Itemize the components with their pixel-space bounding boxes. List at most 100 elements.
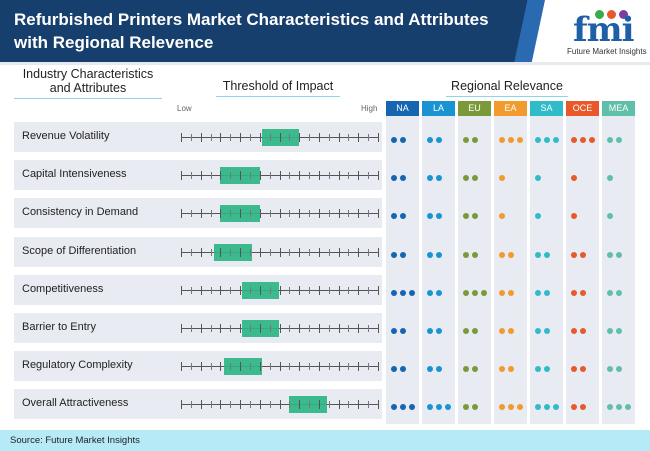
relevance-cell [602,130,635,144]
region-header: MEA [602,101,635,116]
footer: Source: Future Market Insights [0,430,650,451]
attributes-header-underline [14,98,162,99]
scale-tick [190,401,192,409]
scale-tick [249,134,251,141]
scale-tick [338,400,340,410]
relevance-cell [422,397,455,411]
relevance-dot [400,251,406,258]
region-column-eu: EU [458,101,491,424]
scale-tick [269,286,271,294]
logo-mark: fmi [573,10,635,50]
impact-bar [289,396,327,414]
scale-tick [230,172,232,180]
scale-tick [190,134,192,141]
impact-scale [181,389,379,419]
relevance-dot [400,328,406,334]
scale-tick [299,171,301,181]
scale-tick [190,286,192,294]
scale-tick [259,247,261,257]
relevance-cell [494,397,527,411]
scale-tick [368,363,370,371]
scale-tick [220,285,222,295]
attribute-label: Overall Attractiveness [22,397,129,410]
relevance-dot [472,175,478,182]
relevance-dot [472,213,478,220]
scale-tick [279,324,281,333]
region-column-la: LA [422,101,455,424]
relevance-dot [508,404,514,411]
relevance-dot [400,137,406,143]
relevance-dot [463,175,469,182]
scale-tick [240,400,242,410]
scale-tick [378,247,379,257]
scale-tick [368,134,370,141]
relevance-dot [616,137,622,143]
relevance-dot [400,213,406,220]
attribute-row: Consistency in Demand [14,198,382,229]
scale-tick [378,133,379,142]
relevance-dot [436,213,442,220]
scale-tick [299,362,301,372]
relevance-dot [553,404,559,411]
relevance-cell [566,168,599,182]
fmi-logo: fmi Future Market Insights [565,4,647,60]
relevance-dot [607,289,613,296]
scale-tick [269,210,271,218]
relevance-dot [427,175,433,182]
relevance-cell [566,206,599,220]
relevance-dot [535,366,541,373]
relevance-dot [436,289,442,296]
scale-tick [230,210,232,218]
scale-tick [190,363,192,371]
threshold-column-header: Threshold of Impact [216,79,340,97]
scale-tick [181,324,182,333]
relevance-cell [530,359,563,373]
scale-tick [358,171,360,181]
scale-tick [210,325,212,332]
relevance-cell [530,245,563,259]
relevance-dot [616,328,622,334]
relevance-cell [458,359,491,373]
relevance-dot [544,251,550,258]
relevance-dot [409,404,415,411]
scale-tick [348,325,350,332]
scale-tick [348,134,350,141]
scale-tick [289,325,291,332]
impact-scale [181,351,379,381]
region-header: OCE [566,101,599,116]
relevance-dot [544,137,550,143]
relevance-dot [463,289,469,296]
scale-tick [240,362,242,372]
relevance-cell [530,397,563,411]
relevance-dot [580,328,586,334]
relevance-dot [391,289,397,296]
relevance-cell [530,130,563,144]
scale-tick [328,248,330,256]
scale-tick [299,209,301,219]
relevance-dot [535,213,541,220]
scale-tick [249,172,251,180]
relevance-dot [607,328,613,334]
scale-tick [190,172,192,180]
relevance-dot [571,251,577,258]
scale-tick [210,401,212,409]
relevance-dot [544,289,550,296]
relevance-dot [544,328,550,334]
scale-tick [299,285,301,295]
scale-tick [269,325,271,332]
relevance-cell [386,206,419,220]
scale-tick [190,325,192,332]
scale-tick [190,248,192,256]
logo-tagline: Future Market Insights [567,47,647,56]
relevance-dot [607,213,613,220]
scale-tick [181,171,182,181]
relevance-cell [386,321,419,335]
relevance-cell [458,130,491,144]
scale-tick [240,247,242,257]
scale-tick [220,400,222,410]
scale-tick [259,133,261,142]
relevance-dot [535,328,541,334]
source-note: Source: Future Market Insights [10,435,140,446]
relevance-dot [499,251,505,258]
scale-tick [378,324,379,333]
